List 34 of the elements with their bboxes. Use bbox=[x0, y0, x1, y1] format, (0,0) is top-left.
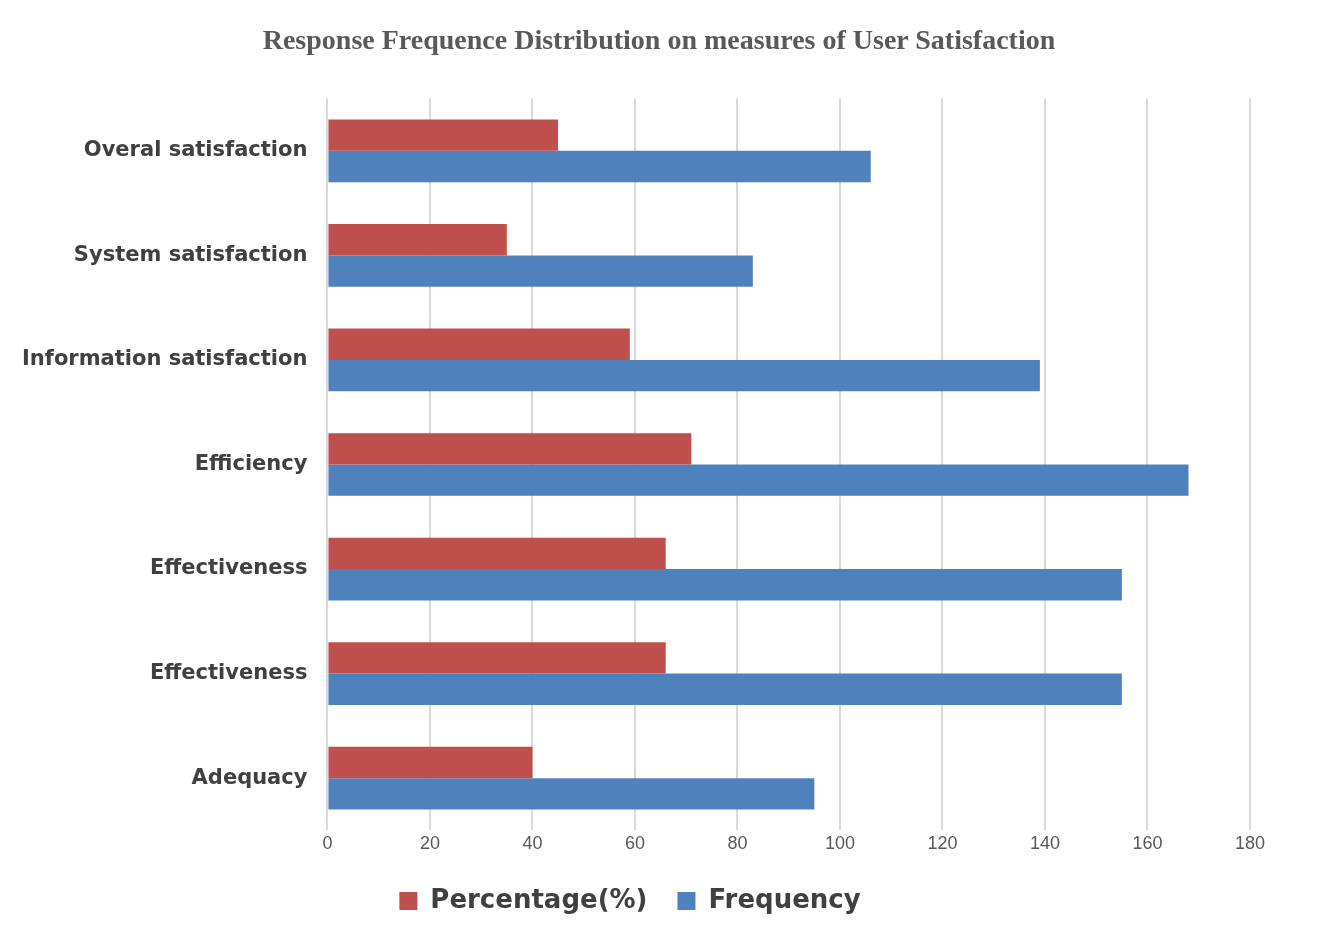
y-tick-label: Adequacy bbox=[191, 764, 308, 789]
x-tick-label: 80 bbox=[727, 833, 748, 854]
bar bbox=[328, 642, 666, 674]
x-tick-label: 40 bbox=[522, 833, 543, 854]
legend-label: Percentage(%) bbox=[430, 883, 648, 914]
y-tick-label: Overal satisfaction bbox=[83, 137, 308, 162]
x-tick-label: 160 bbox=[1132, 833, 1163, 854]
legend-label: Frequency bbox=[708, 883, 861, 914]
y-tick-label: Effectiveness bbox=[150, 555, 308, 580]
chart-title: Response Frequence Distribution on measures of User Satisfaction bbox=[261, 23, 1057, 57]
x-tick-label: 120 bbox=[927, 833, 958, 854]
y-tick-label: System satisfaction bbox=[73, 241, 308, 266]
x-tick-label: 100 bbox=[824, 833, 855, 854]
bar bbox=[328, 464, 1189, 496]
bar bbox=[328, 255, 753, 287]
bar bbox=[328, 673, 1122, 705]
x-tick-label: 140 bbox=[1029, 833, 1061, 854]
bar bbox=[328, 119, 559, 151]
y-tick-label: Information satisfaction bbox=[21, 346, 308, 371]
y-tick-label: Effectiveness bbox=[150, 660, 308, 685]
bar bbox=[328, 224, 507, 256]
bar bbox=[328, 746, 533, 779]
bar bbox=[328, 359, 1040, 392]
bar bbox=[328, 433, 692, 465]
bar bbox=[328, 150, 871, 183]
y-tick-label: Efficiency bbox=[194, 450, 308, 475]
bar bbox=[328, 569, 1122, 601]
x-tick-label: 0 bbox=[322, 833, 333, 854]
x-tick-label: 60 bbox=[624, 833, 645, 854]
bar bbox=[328, 778, 815, 810]
x-tick-label: 20 bbox=[419, 833, 440, 854]
bar bbox=[328, 537, 666, 570]
bar bbox=[328, 328, 630, 360]
x-tick-label: 180 bbox=[1234, 833, 1266, 854]
